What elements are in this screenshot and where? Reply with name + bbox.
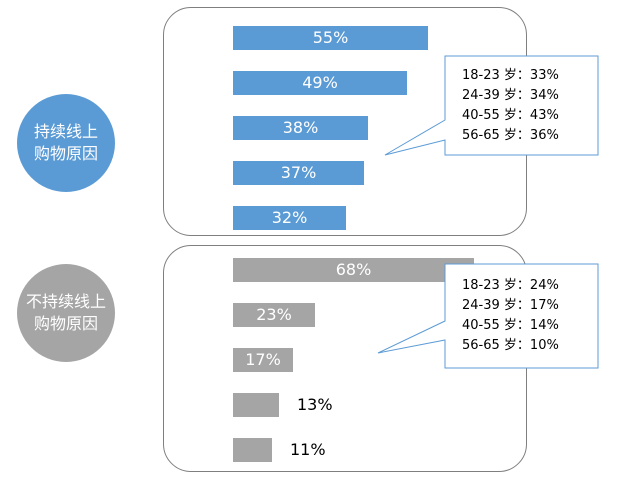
offline-reason-bar-label: 11%: [290, 440, 326, 459]
online-age-line: 24-39 岁：34%: [462, 88, 559, 103]
offline-reason-bar: [233, 348, 293, 372]
online-reason-bar: [233, 26, 428, 50]
offline-reason-bar: [233, 438, 272, 462]
online-reason-bar: [233, 116, 368, 140]
offline-age-line: 24-39 岁：17%: [462, 298, 559, 313]
online-reason-bar: [233, 206, 346, 230]
offline-reason-bar-label: 17%: [245, 350, 281, 369]
offline-reason-bar-label: 68%: [335, 260, 372, 279]
online-reason-bar: [233, 71, 407, 95]
offline-reason-bar: [233, 258, 474, 282]
offline-reason-bar-label: 23%: [256, 305, 292, 324]
online-age-line: 56-65 岁：36%: [462, 128, 559, 143]
online-reason-bar-label: 37%: [280, 163, 317, 182]
offline-age-line: 40-55 岁：14%: [462, 318, 559, 333]
online-reason-bar-label: 55%: [312, 28, 349, 47]
offline-reason-title: 不持续线上 购物原因: [25, 292, 106, 333]
offline-age-line: 18-23 岁：24%: [462, 278, 559, 293]
offline-reason-bar: [233, 393, 279, 417]
online-age-line: 40-55 岁：43%: [462, 108, 559, 123]
online-age-callout-box: [384, 55, 599, 156]
offline-age-callout-box: [377, 263, 599, 369]
online-reason-circle: 持续线上 购物原因: [17, 94, 115, 192]
online-reason-bar-label: 32%: [271, 208, 308, 227]
offline-reason-bar-label: 13%: [297, 395, 333, 414]
online-reason-bar-label: 38%: [282, 118, 319, 137]
online-reason-title: 持续线上 购物原因: [33, 122, 98, 163]
online-age-line: 18-23 岁：33%: [462, 68, 559, 83]
offline-age-breakdown: 18-23 岁：24% 24-39 岁：17% 40-55 岁：14% 56-6…: [462, 276, 559, 356]
offline-reason-circle: 不持续线上 购物原因: [17, 264, 115, 362]
online-reason-bar-label: 49%: [302, 73, 338, 92]
offline-reason-bar: [233, 303, 315, 327]
offline-age-line: 56-65 岁：10%: [462, 338, 559, 353]
online-reason-bar: [233, 161, 364, 185]
online-age-breakdown: 18-23 岁：33% 24-39 岁：34% 40-55 岁：43% 56-6…: [462, 66, 559, 146]
